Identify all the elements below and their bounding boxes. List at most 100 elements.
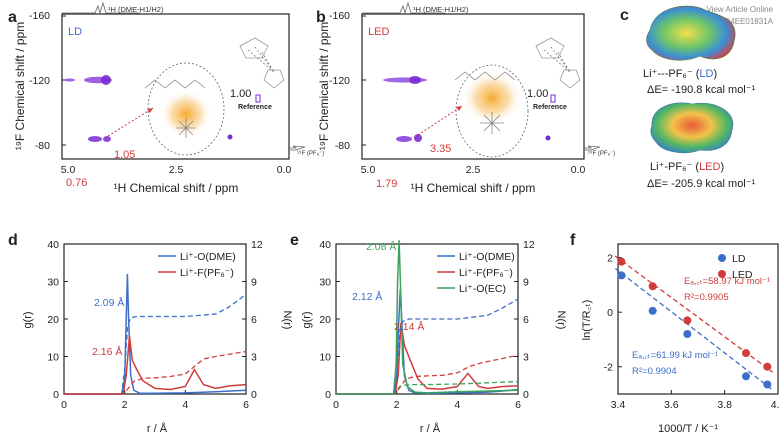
top-trace-label-b: ¹H (DME-H1/H2): [413, 5, 469, 14]
legend-f-1: LED: [732, 269, 753, 281]
ylabel-a: ¹⁹F Chemical shift / ppm: [13, 22, 27, 151]
xlabel-e: r / Å: [420, 422, 441, 435]
ytick-a-0: -160: [29, 10, 50, 22]
series-f: [614, 255, 774, 391]
ytick-label-e-1: 10: [319, 352, 331, 364]
plot-frame-b: [361, 13, 585, 160]
peak-dme-upper-core-b: [409, 76, 421, 84]
xtick-a-2: 0.0: [277, 164, 292, 176]
esp-surface-ld: [646, 5, 736, 61]
ylabel-left-e: g(r): [301, 311, 313, 328]
plot-frame-a: [61, 13, 290, 160]
ytick-right-label-e-3: 9: [523, 277, 529, 289]
legend-d-0: Li⁺-O(DME): [180, 251, 236, 263]
reference-ring2-a: [263, 69, 285, 89]
top-trace-label-a: ¹H (DME-H1/H2): [108, 5, 164, 14]
reference-molecule-b: [535, 37, 581, 89]
reference-label-a: Reference: [238, 104, 272, 111]
reference-label-b: Reference: [533, 104, 567, 111]
molecule-outline-b: [455, 64, 529, 158]
cross-peak-value-1-b: 3.35: [430, 143, 451, 155]
ytick-right-label-d-2: 6: [251, 314, 257, 326]
peak-label-e-2: 2.12 Å: [352, 290, 382, 303]
xtick-label-e-3: 6: [515, 399, 521, 411]
ytick-label-d-2: 20: [47, 314, 59, 326]
series-line-e-3: [336, 298, 519, 395]
scatter-point-f-1-1: [648, 282, 657, 291]
ytick-right-label-d-3: 9: [251, 277, 257, 289]
xtick-label-d-3: 6: [243, 399, 249, 411]
ytick-a-2: -80: [35, 140, 50, 152]
cross-peak-value-2-a: 0.76: [66, 177, 87, 189]
peak-label-e-1: 2.08 Å: [366, 240, 396, 253]
reference-ring-b: [535, 37, 565, 59]
scatter-point-f-0-3: [742, 372, 750, 381]
side-trace-label-b: ¹⁹F (PF₆⁻): [588, 150, 615, 157]
scatter-point-f-1-0: [617, 257, 626, 266]
watermark-line-1: View Article Online: [706, 5, 773, 14]
xtick-label-d-2: 4: [182, 399, 188, 411]
ytick-label-e-4: 40: [319, 239, 331, 251]
legend-swatch-f-1: [718, 270, 726, 278]
ytick-b-2: -80: [335, 140, 350, 152]
led-r2-text: R²=0.9905: [684, 292, 729, 303]
xtick-label-f-1: 3.6: [664, 399, 679, 411]
panel-a: a ¹H (DME-H1/H2) ¹⁹F (PF₆⁻) LD: [8, 1, 324, 195]
dme-chain-a: [144, 79, 206, 89]
ylabel-left-d: g(r): [22, 311, 34, 328]
reference-peak-box-b: [550, 94, 556, 103]
series-line-e-0: [336, 288, 519, 395]
ytick-label-f-1: 0: [607, 307, 613, 319]
xtick-b-2: 0.0: [571, 164, 586, 176]
peak-side-b: [545, 135, 551, 141]
ytick-label-e-3: 30: [319, 277, 331, 289]
ytick-right-label-e-0: 0: [523, 389, 529, 401]
sample-label-led: LED: [368, 26, 389, 38]
ld-r2-text: R²=0.9904: [632, 366, 677, 377]
panel-letter-a: a: [8, 9, 17, 26]
reference-molecule-a: [239, 37, 285, 89]
ylabel-b: ¹⁹F Chemical shift / ppm: [317, 22, 331, 151]
ytick-label-f-0: -2: [604, 362, 613, 374]
reference-ring-a: [239, 37, 269, 59]
axes-f: 3.4 3.6 3.8 4.0 -2 0 2: [604, 243, 780, 411]
peak-cross-2-b: [414, 134, 422, 142]
series-line-d-0: [64, 273, 247, 395]
legend-e-0: Li⁺-O(DME): [459, 251, 515, 263]
plot-frame-f: [617, 243, 779, 395]
series-line-e-2: [336, 240, 519, 395]
pf6-b: [480, 112, 504, 134]
series-line-e-1: [336, 322, 519, 395]
ytick-right-label-e-1: 3: [523, 352, 529, 364]
legend-e-2: Li⁺-O(EC): [459, 283, 506, 295]
peak-dme-upper-core-a: [101, 75, 111, 85]
ytick-a-1: -120: [29, 75, 50, 87]
peak-dme-upper-left-a: [65, 78, 75, 82]
panel-letter-b: b: [316, 9, 326, 26]
side-trace-label-a: ¹⁹F (PF₆⁻): [297, 150, 324, 157]
ytick-b-0: -160: [329, 10, 350, 22]
scatter-point-f-0-1: [648, 306, 657, 315]
legend-f-0: LD: [732, 253, 746, 265]
xlabel-d: r / Å: [147, 422, 168, 435]
reference-value-a: 1.00: [230, 88, 251, 100]
xlabel-a: ¹H Chemical shift / ppm: [114, 181, 239, 195]
ytick-label-d-1: 10: [47, 352, 59, 364]
series-line-e-5: [336, 380, 519, 395]
scatter-point-f-1-2: [683, 316, 692, 325]
series-e: [336, 240, 519, 395]
peak-cross-2-a: [103, 136, 111, 142]
panel-b: b ¹H (DME-H1/H2) ¹⁹F (PF₆⁻) LED 1.00: [316, 1, 615, 195]
panel-letter-e: e: [290, 232, 299, 249]
ytick-label-d-4: 40: [47, 239, 59, 251]
cross-peak-value-2-b: 1.79: [376, 178, 397, 190]
panel-letter-c: c: [620, 7, 629, 24]
ytick-label-e-2: 20: [319, 314, 331, 326]
scatter-point-f-0-0: [617, 271, 626, 280]
xtick-a-1: 2.5: [169, 164, 184, 176]
dme-chain-b: [454, 71, 516, 81]
ytick-right-label-d-4: 12: [251, 239, 263, 251]
